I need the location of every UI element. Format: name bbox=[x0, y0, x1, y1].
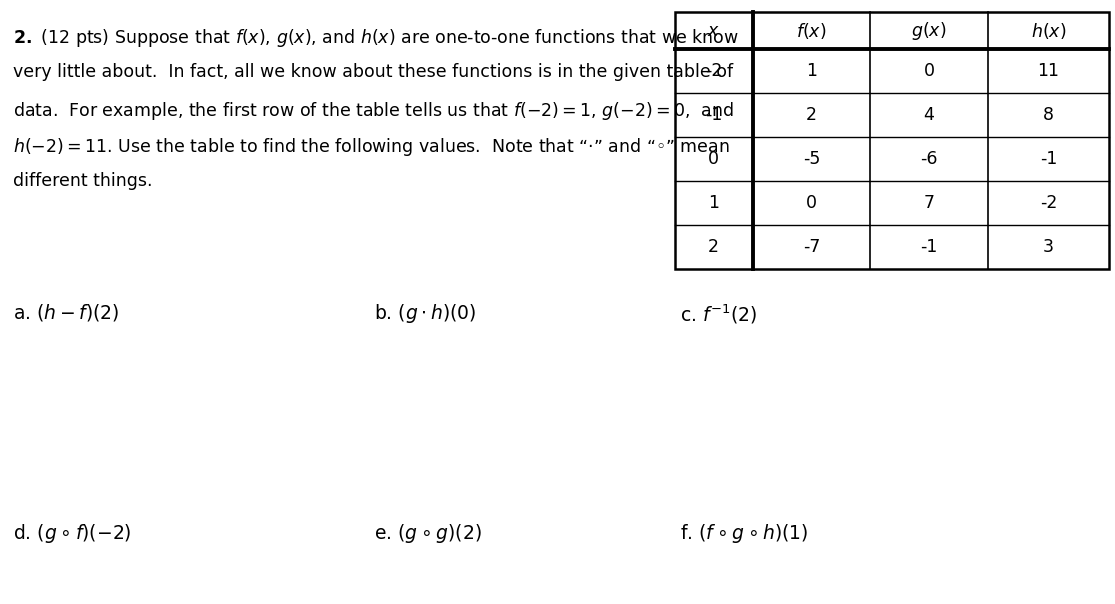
Text: $h(-2) = 11$. Use the table to find the following values.  Note that “·” and “◦”: $h(-2) = 11$. Use the table to find the … bbox=[13, 136, 730, 158]
Text: $x$: $x$ bbox=[707, 22, 720, 40]
Text: 4: 4 bbox=[923, 106, 934, 124]
Text: 1: 1 bbox=[708, 194, 719, 212]
Text: -1: -1 bbox=[705, 106, 723, 124]
Text: e. $(g \circ g)(2)$: e. $(g \circ g)(2)$ bbox=[374, 522, 482, 545]
Text: 7: 7 bbox=[923, 194, 934, 212]
Text: 0: 0 bbox=[923, 62, 934, 80]
Text: 0: 0 bbox=[708, 150, 719, 168]
Text: f. $(f \circ g \circ h)(1)$: f. $(f \circ g \circ h)(1)$ bbox=[680, 522, 808, 545]
Text: 2: 2 bbox=[806, 106, 817, 124]
Text: 2: 2 bbox=[708, 238, 719, 256]
Text: -6: -6 bbox=[920, 150, 938, 168]
Text: very little about.  In fact, all we know about these functions is in the given t: very little about. In fact, all we know … bbox=[13, 63, 734, 82]
Text: 3: 3 bbox=[1043, 238, 1054, 256]
Text: -2: -2 bbox=[705, 62, 723, 80]
Text: -7: -7 bbox=[803, 238, 821, 256]
Text: $g(x)$: $g(x)$ bbox=[911, 20, 947, 42]
Text: $h(x)$: $h(x)$ bbox=[1031, 21, 1066, 40]
Text: different things.: different things. bbox=[13, 172, 153, 190]
Text: -1: -1 bbox=[1040, 150, 1057, 168]
Text: 11: 11 bbox=[1038, 62, 1059, 80]
Text: 8: 8 bbox=[1043, 106, 1054, 124]
Text: c. $f^{-1}(2)$: c. $f^{-1}(2)$ bbox=[680, 302, 757, 326]
Text: 0: 0 bbox=[806, 194, 817, 212]
Text: -2: -2 bbox=[1040, 194, 1057, 212]
Text: data.  For example, the first row of the table tells us that $f(-2) = 1$, $g(-2): data. For example, the first row of the … bbox=[13, 100, 735, 121]
Text: $\mathbf{2.}$ (12 pts) Suppose that $f(x)$, $g(x)$, and $h(x)$ are one-to-one fu: $\mathbf{2.}$ (12 pts) Suppose that $f(x… bbox=[13, 27, 739, 49]
Text: d. $(g \circ f)(-2)$: d. $(g \circ f)(-2)$ bbox=[13, 522, 132, 545]
Text: 1: 1 bbox=[806, 62, 817, 80]
Text: $f(x)$: $f(x)$ bbox=[796, 21, 827, 40]
Text: -1: -1 bbox=[920, 238, 938, 256]
Text: b. $(g \cdot h)(0)$: b. $(g \cdot h)(0)$ bbox=[374, 302, 476, 325]
Text: -5: -5 bbox=[803, 150, 821, 168]
Text: a. $(h - f)(2)$: a. $(h - f)(2)$ bbox=[13, 302, 119, 323]
Bar bbox=[675, 12, 1109, 269]
